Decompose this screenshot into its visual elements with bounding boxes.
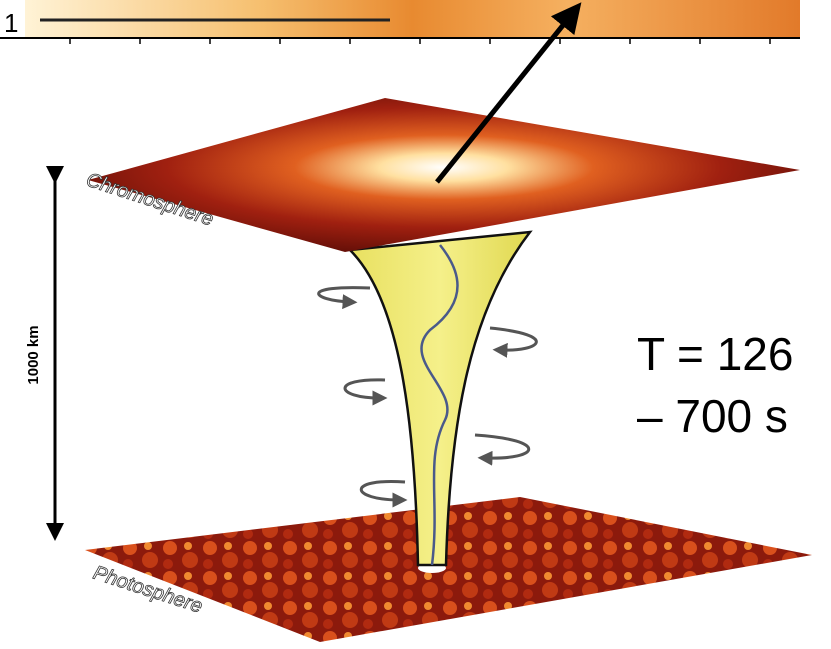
period-label: – 700 s [637, 390, 788, 442]
scale-label: 1 [4, 8, 18, 38]
period-label: T = 126 [637, 328, 793, 380]
diagram: 1 1000 km Chromosphere Photosphere T = 1… [0, 0, 831, 649]
height-label: 1000 km [25, 325, 42, 384]
